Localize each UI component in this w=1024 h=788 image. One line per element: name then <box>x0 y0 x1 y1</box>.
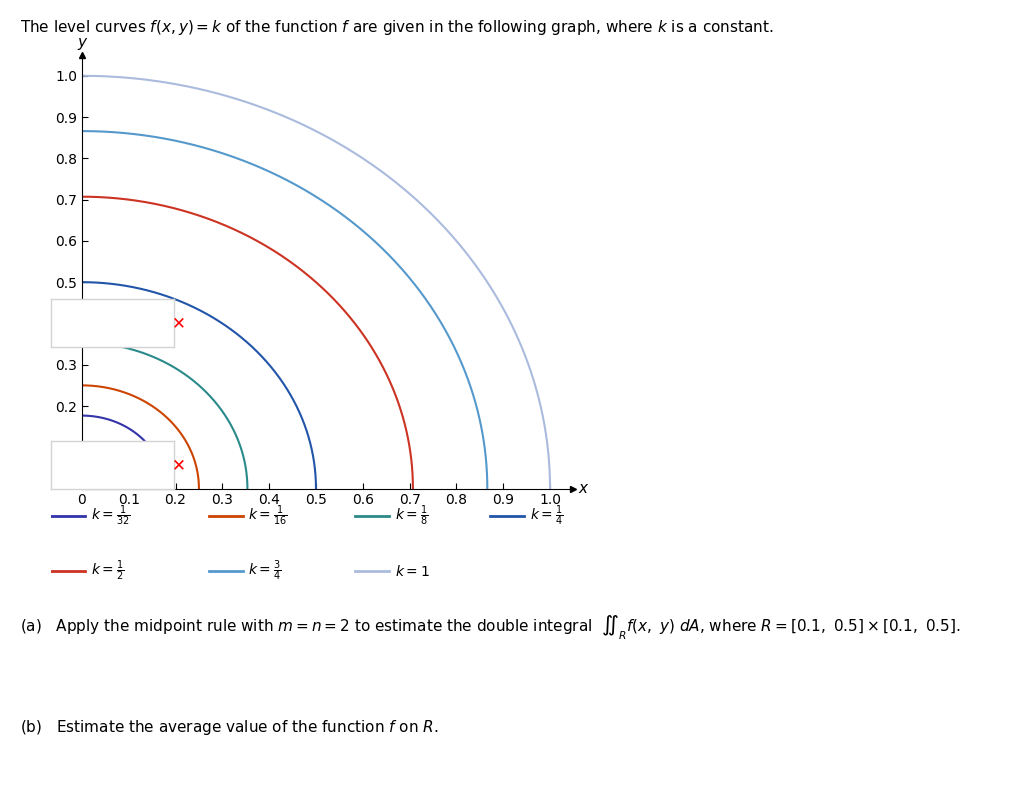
Text: x: x <box>579 481 588 496</box>
Text: The level curves $f(x, y) = k$ of the function $f$ are given in the following gr: The level curves $f(x, y) = k$ of the fu… <box>20 18 774 37</box>
Text: $k = \frac{1}{4}$: $k = \frac{1}{4}$ <box>530 504 563 528</box>
Text: ✕: ✕ <box>172 314 186 332</box>
Text: $k = \frac{1}{2}$: $k = \frac{1}{2}$ <box>91 559 124 583</box>
Text: $k = 1$: $k = 1$ <box>395 563 429 579</box>
Text: $k = \frac{1}{32}$: $k = \frac{1}{32}$ <box>91 504 130 528</box>
Text: y: y <box>78 35 86 50</box>
Text: $k = \frac{1}{8}$: $k = \frac{1}{8}$ <box>395 504 428 528</box>
Text: $k = \frac{3}{4}$: $k = \frac{3}{4}$ <box>249 559 282 583</box>
Text: (b)   Estimate the average value of the function $f$ on $R$.: (b) Estimate the average value of the fu… <box>20 718 439 737</box>
Text: ✕: ✕ <box>172 456 186 474</box>
Text: $k = \frac{1}{16}$: $k = \frac{1}{16}$ <box>249 504 288 528</box>
Text: (a)   Apply the midpoint rule with $m = n = 2$ to estimate the double integral  : (a) Apply the midpoint rule with $m = n … <box>20 613 962 641</box>
